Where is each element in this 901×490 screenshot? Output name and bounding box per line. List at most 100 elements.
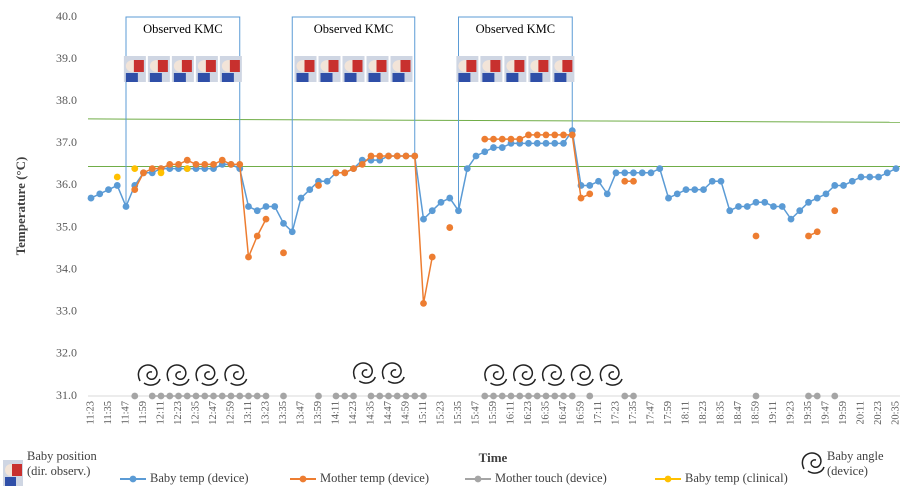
data-point — [368, 393, 375, 400]
data-point — [236, 393, 243, 400]
x-tick-label: 14:47 — [383, 401, 394, 425]
photo-cloth — [514, 60, 524, 72]
baby-position-photo — [480, 56, 502, 82]
data-point — [403, 153, 410, 160]
data-point — [621, 393, 628, 400]
data-point — [420, 300, 427, 307]
data-point — [315, 182, 322, 189]
photo-body — [530, 73, 542, 82]
kmc-box — [126, 17, 240, 207]
x-tick-label: 15:11 — [418, 401, 429, 425]
data-point — [560, 132, 567, 139]
data-point — [560, 140, 567, 147]
baby-angle-icon — [167, 365, 189, 385]
legend-label: Mother temp (device) — [320, 471, 429, 485]
y-tick-label: 33.0 — [56, 304, 77, 318]
data-point — [394, 393, 401, 400]
data-point — [455, 207, 462, 214]
icon-stroke — [225, 365, 247, 385]
data-point — [158, 169, 165, 176]
y-axis-title: Temperature (°C) — [13, 157, 28, 256]
data-point — [123, 203, 130, 210]
data-point — [639, 169, 646, 176]
data-point — [263, 216, 270, 223]
data-point — [805, 233, 812, 240]
data-point — [411, 153, 418, 160]
data-point — [403, 393, 410, 400]
photo-body — [506, 73, 518, 82]
icon-stroke — [167, 365, 189, 385]
data-point — [201, 161, 208, 168]
legend-marker — [130, 476, 137, 483]
data-point — [595, 178, 602, 185]
data-point — [674, 190, 681, 197]
y-tick-label: 40.0 — [56, 9, 77, 23]
data-point — [840, 182, 847, 189]
data-point — [324, 178, 331, 185]
data-point — [481, 148, 488, 155]
legend-label: Baby temp (clinical) — [685, 471, 788, 485]
data-point — [621, 178, 628, 185]
x-tick-label: 12:59 — [225, 401, 236, 425]
data-point — [245, 393, 252, 400]
kmc-box — [459, 17, 573, 211]
data-point — [665, 195, 672, 202]
data-point — [805, 393, 812, 400]
data-point — [473, 153, 480, 160]
icon-stroke — [802, 453, 824, 473]
data-point — [446, 224, 453, 231]
photo-body — [174, 73, 186, 82]
x-tick-label: 15:35 — [453, 401, 464, 425]
data-point — [464, 165, 471, 172]
data-point — [508, 136, 515, 143]
photo-body — [345, 73, 357, 82]
x-tick-label: 15:23 — [435, 401, 446, 425]
data-point — [648, 169, 655, 176]
data-point — [534, 140, 541, 147]
data-point — [350, 393, 357, 400]
baby-angle-icon — [543, 365, 565, 385]
kmc-box — [292, 17, 415, 232]
data-point — [508, 393, 515, 400]
data-point — [394, 153, 401, 160]
data-point — [280, 249, 287, 256]
photo-body — [198, 73, 210, 82]
data-point — [551, 132, 558, 139]
data-point — [105, 186, 112, 193]
photo-cloth — [353, 60, 363, 72]
data-point — [779, 203, 786, 210]
baby-position-photo — [295, 56, 317, 82]
baby-position-photo — [148, 56, 170, 82]
photo-cloth — [538, 60, 548, 72]
data-point — [525, 393, 532, 400]
data-point — [385, 393, 392, 400]
data-point — [534, 132, 541, 139]
icon-stroke — [514, 365, 536, 385]
data-point — [341, 393, 348, 400]
data-point — [201, 393, 208, 400]
baby-angle-icon — [600, 365, 622, 385]
data-point — [831, 182, 838, 189]
x-tick-label: 19:59 — [838, 401, 849, 425]
y-tick-label: 38.0 — [56, 93, 77, 107]
data-point — [254, 393, 261, 400]
data-point — [420, 216, 427, 223]
x-tick-label: 13:35 — [278, 401, 289, 425]
data-point — [333, 169, 340, 176]
photo-cloth — [305, 60, 315, 72]
data-point — [385, 153, 392, 160]
photo-body — [458, 73, 470, 82]
data-point — [280, 220, 287, 227]
data-point — [718, 178, 725, 185]
data-point — [263, 393, 270, 400]
data-point — [289, 228, 296, 235]
data-point — [131, 393, 138, 400]
data-point — [586, 393, 593, 400]
x-tick-label: 19:11 — [768, 401, 779, 425]
data-point — [184, 157, 191, 164]
photo-cloth — [466, 60, 476, 72]
data-point — [551, 140, 558, 147]
baby-position-photo — [343, 56, 365, 82]
data-point — [481, 393, 488, 400]
data-point — [586, 190, 593, 197]
